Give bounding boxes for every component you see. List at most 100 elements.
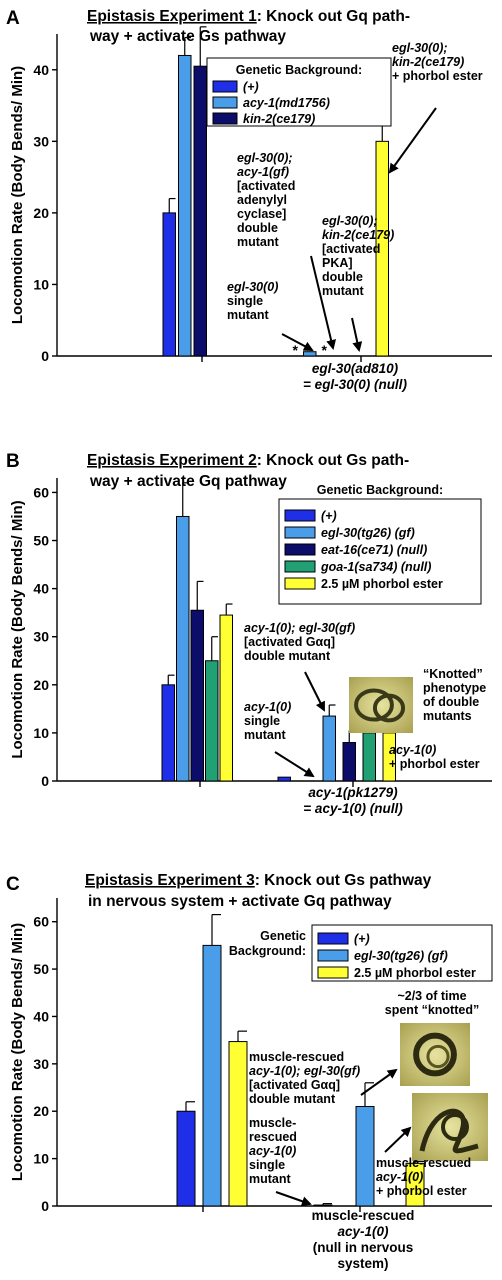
panel-a-annotation-3-line-0: egl-30(0); bbox=[392, 41, 448, 55]
panel-a-star-3: * bbox=[293, 342, 299, 358]
panel-c-legend-swatch-1 bbox=[317, 949, 349, 962]
panel-a-annotation-arrow-0 bbox=[281, 333, 314, 351]
panel-b-annotation-3-line-1: + phorbol ester bbox=[389, 757, 480, 771]
panel-a-title-line-1: Epistasis Experiment 1: Knock out Gq pat… bbox=[87, 8, 410, 25]
panel-c-bar-2 bbox=[228, 1041, 248, 1207]
panel-c-legend: (+) egl-30(tg26) (gf) 2.5 µM phorbol ester bbox=[311, 924, 493, 982]
panel-b-bar-3 bbox=[205, 660, 219, 782]
panel-c-title-line-1: Epistasis Experiment 3: Knock out Gs pat… bbox=[85, 872, 432, 889]
panel-a-bar-0 bbox=[162, 212, 176, 357]
panel-a-annotation-1-line-0: egl-30(0); bbox=[237, 151, 293, 165]
panel-c-legend-title-0: Genetic bbox=[260, 929, 306, 943]
panel-a: A Epistasis Experiment 1: Knock out Gq pa… bbox=[6, 8, 492, 392]
panel-b-letter: B bbox=[6, 451, 20, 472]
panel-b-bar-2 bbox=[190, 609, 204, 782]
panel-a-annotation-2-line-5: mutant bbox=[322, 284, 365, 298]
panel-a-title-line-2: way + activate Gs pathway bbox=[89, 28, 286, 45]
panel-c-annotation-1-line-0: muscle-rescued bbox=[249, 1050, 344, 1064]
panel-a-legend-box bbox=[206, 57, 392, 127]
panel-a-legend-swatch-1 bbox=[212, 96, 238, 109]
panel-a-letter: A bbox=[6, 8, 20, 29]
panel-a-annotation-0-line-0: egl-30(0) bbox=[227, 280, 278, 294]
panel-a-ytick-label-20: 20 bbox=[33, 205, 49, 221]
panel-c-bar-1 bbox=[202, 944, 222, 1207]
panel-a-annotation-2-line-3: PKA] bbox=[322, 256, 353, 270]
panel-b-legend-swatch-1 bbox=[284, 526, 316, 539]
panel-b-worm-image-0-body bbox=[354, 688, 394, 722]
panel-b-ytick-label-40: 40 bbox=[33, 581, 49, 597]
panel-b-ytick-label-10: 10 bbox=[33, 725, 49, 741]
panel-b-ytick-label-50: 50 bbox=[33, 533, 49, 549]
panel-a-annotation-arrow-2 bbox=[351, 317, 363, 352]
panel-c-legend-label-1: egl-30(tg26) (gf) bbox=[354, 949, 448, 963]
panel-b-legend-label-4: 2.5 µM phorbol ester bbox=[321, 577, 443, 591]
panel-a-ytick-label-30: 30 bbox=[33, 133, 49, 149]
panel-c-ytick-label-20: 20 bbox=[33, 1103, 49, 1119]
panel-a-annotation-0-line-2: mutant bbox=[227, 308, 270, 322]
panel-b-legend: (+) egl-30(tg26) (gf) eat-16(ce71) (null) g… bbox=[278, 498, 482, 605]
panel-c-annotation-1-line-2: [activated Gαq] bbox=[249, 1078, 340, 1092]
panel-c-arrow-2 bbox=[384, 1126, 412, 1153]
panel-b-annotation-3-line-0: acy-1(0) bbox=[389, 743, 436, 757]
panel-c-title-underlined: Epistasis Experiment 3 bbox=[85, 872, 255, 889]
panel-b-xgroup-label-line-0: acy-1(pk1279) bbox=[308, 785, 398, 800]
panel-b-legend-label-0: (+) bbox=[321, 509, 337, 523]
panel-c-ytick-label-10: 10 bbox=[33, 1151, 49, 1167]
panel-b-legend-label-1: egl-30(tg26) (gf) bbox=[321, 526, 415, 540]
panel-a-legend-label-0: (+) bbox=[243, 80, 259, 94]
panel-c-legend-label-2: 2.5 µM phorbol ester bbox=[354, 966, 476, 980]
panel-c-ylabel: Locomotion Rate (Body Bends/ Min) bbox=[9, 923, 26, 1181]
panel-c-annotation-1-line-1: acy-1(0); egl-30(gf) bbox=[249, 1064, 360, 1078]
panel-c-worm-image-0-background bbox=[400, 1023, 470, 1086]
panel-a-xgroup-label-line-0: egl-30(ad810) bbox=[312, 361, 399, 376]
panel-b-annotation-0-line-0: acy-1(0); egl-30(gf) bbox=[244, 621, 355, 635]
panel-b-title-underlined: Epistasis Experiment 2 bbox=[87, 452, 257, 469]
panel-c-ytick-label-50: 50 bbox=[33, 961, 49, 977]
panel-a-xgroup-label-line-1: = egl-30(0) (null) bbox=[303, 377, 407, 392]
panel-b-worm-image-0-loop bbox=[372, 693, 406, 723]
panel-c-xgroup-label-line-0: muscle-rescued bbox=[312, 1208, 415, 1223]
panel-b-legend-swatch-4 bbox=[284, 577, 316, 590]
panel-b-legend-title-0: Genetic Background: bbox=[317, 483, 443, 497]
panel-a-ylabel: Locomotion Rate (Body Bends/ Min) bbox=[9, 66, 26, 324]
panel-a-annotation-arrow-1 bbox=[310, 255, 337, 350]
panel-a-annotation-1-line-2: [activated bbox=[237, 179, 295, 193]
panel-c-legend-swatch-0 bbox=[317, 932, 349, 945]
panel-c-annotation-2-line-3: single bbox=[249, 1158, 285, 1172]
panel-a-legend-title-0: Genetic Background: bbox=[236, 63, 362, 77]
panel-b-legend-label-2: eat-16(ce71) (null) bbox=[321, 543, 427, 557]
panel-a-annotation-arrow-3 bbox=[388, 107, 437, 174]
panel-a-bar-1 bbox=[178, 54, 192, 357]
panel-b-annotation-arrow-0 bbox=[304, 671, 325, 712]
panel-a-annotation-2-line-0: egl-30(0); bbox=[322, 214, 378, 228]
panel-a-star-5: * bbox=[322, 342, 328, 358]
panel-b-bar-7 bbox=[342, 742, 356, 782]
panel-a-bar-4 bbox=[303, 351, 317, 357]
panel-c-worm-image-0-inner bbox=[426, 1044, 450, 1069]
panel-b-bar-0 bbox=[161, 684, 175, 782]
panel-c-title-line-2: in nervous system + activate Gq pathway bbox=[88, 893, 392, 910]
panel-a-annotation-1-line-6: mutant bbox=[237, 235, 280, 249]
panel-c-ytick-label-40: 40 bbox=[33, 1008, 49, 1024]
panel-b-title-rest: : Knock out Gs path- bbox=[257, 452, 409, 469]
panel-c-xgroup-label-line-1: acy-1(0) bbox=[337, 1224, 389, 1239]
panel-b-ylabel: Locomotion Rate (Body Bends/ Min) bbox=[9, 500, 26, 758]
panel-b-annotation-0-line-2: double mutant bbox=[244, 649, 331, 663]
panel-b-annotation-1-line-0: acy-1(0) bbox=[244, 700, 291, 714]
panel-a-ytick-label-0: 0 bbox=[41, 348, 49, 364]
panel-c-ytick-label-60: 60 bbox=[33, 914, 49, 930]
panel-c-annotation-2-line-0: muscle- bbox=[249, 1116, 296, 1130]
panel-b-bar-6 bbox=[322, 715, 336, 782]
panel-a-annotation-3-line-1: kin-2(ce179) bbox=[392, 55, 464, 69]
panel-c-annotation-1-line-3: double mutant bbox=[249, 1092, 336, 1106]
panel-a-annotation-1-line-4: cyclase] bbox=[237, 207, 286, 221]
panel-a-annotation-1-line-5: double bbox=[237, 221, 278, 235]
panel-b: B Epistasis Experiment 2: Knock out Gs pa… bbox=[6, 451, 492, 816]
panel-b-legend-label-3: goa-1(sa734) (null) bbox=[320, 560, 431, 574]
panel-b-annotation-2-line-2: of double bbox=[423, 695, 479, 709]
panel-c-worm-image-0-body bbox=[413, 1032, 457, 1077]
panel-b-annotation-1-line-2: mutant bbox=[244, 728, 287, 742]
panel-c-xgroup-label-line-2: (null in nervous bbox=[313, 1240, 414, 1255]
panel-a-ytick-label-40: 40 bbox=[33, 62, 49, 78]
